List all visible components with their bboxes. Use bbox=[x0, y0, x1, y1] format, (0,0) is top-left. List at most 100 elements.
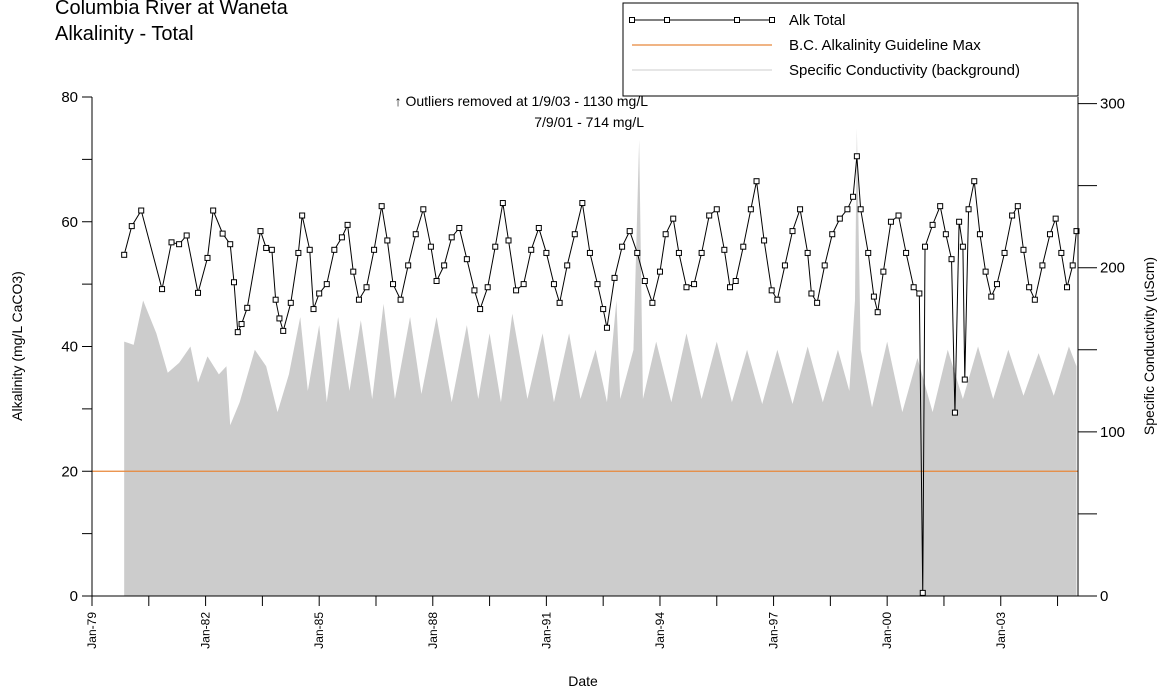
legend-marker bbox=[664, 17, 670, 23]
alk-marker bbox=[219, 230, 226, 237]
alk-marker bbox=[993, 281, 1000, 288]
alk-marker bbox=[727, 284, 734, 291]
alk-marker bbox=[350, 268, 357, 275]
alk-marker bbox=[675, 249, 682, 256]
alk-marker bbox=[740, 243, 747, 250]
alk-marker bbox=[338, 234, 345, 241]
alk-marker bbox=[670, 215, 677, 222]
alk-marker bbox=[520, 281, 527, 288]
alk-marker bbox=[713, 206, 720, 213]
x-tick-label: Jan-94 bbox=[653, 612, 667, 649]
alk-marker bbox=[761, 237, 768, 244]
alk-marker bbox=[988, 293, 995, 300]
alk-marker bbox=[456, 224, 463, 231]
alk-marker bbox=[477, 306, 484, 313]
alk-marker bbox=[355, 296, 362, 303]
alk-marker bbox=[306, 246, 313, 253]
conductivity-area bbox=[124, 128, 1077, 596]
alk-marker bbox=[390, 281, 397, 288]
alk-marker bbox=[543, 249, 550, 256]
alk-marker bbox=[528, 246, 535, 253]
alk-marker bbox=[420, 206, 427, 213]
alk-marker bbox=[850, 193, 857, 200]
alk-marker bbox=[626, 228, 633, 235]
alk-marker bbox=[1001, 249, 1008, 256]
legend-marker bbox=[769, 17, 775, 23]
alk-marker bbox=[344, 221, 351, 228]
alk-marker bbox=[1031, 296, 1038, 303]
alk-marker bbox=[1052, 215, 1059, 222]
alk-marker bbox=[959, 243, 966, 250]
alk-marker bbox=[505, 237, 512, 244]
y2-tick-label: 200 bbox=[1100, 260, 1125, 277]
alk-marker bbox=[732, 278, 739, 285]
chart-subtitle: Alkalinity - Total bbox=[55, 23, 194, 45]
alk-marker bbox=[1069, 262, 1076, 269]
alk-marker bbox=[634, 249, 641, 256]
alk-marker bbox=[948, 256, 955, 263]
alk-marker bbox=[706, 212, 713, 219]
x-tick-label: Jan-03 bbox=[994, 612, 1008, 649]
alk-marker bbox=[227, 241, 234, 248]
alk-marker bbox=[965, 206, 972, 213]
y-tick-label: 20 bbox=[61, 463, 78, 480]
x-tick-label: Jan-82 bbox=[199, 612, 213, 649]
alk-marker bbox=[721, 246, 728, 253]
legend-label: B.C. Alkalinity Guideline Max bbox=[789, 37, 981, 54]
alk-marker bbox=[768, 287, 775, 294]
alk-marker bbox=[471, 287, 478, 294]
x-tick-label: Jan-00 bbox=[880, 612, 894, 649]
alk-marker bbox=[961, 376, 968, 383]
alk-marker bbox=[121, 251, 128, 258]
y-tick-label: 80 bbox=[61, 89, 78, 106]
alk-marker bbox=[230, 279, 237, 286]
alk-marker bbox=[168, 239, 175, 246]
alk-marker bbox=[564, 262, 571, 269]
alk-marker bbox=[781, 262, 788, 269]
alk-marker bbox=[463, 256, 470, 263]
legend-label: Specific Conductivity (background) bbox=[789, 62, 1020, 79]
alk-marker bbox=[747, 206, 754, 213]
legend-marker bbox=[629, 17, 635, 23]
alk-marker bbox=[550, 281, 557, 288]
alk-marker bbox=[268, 246, 275, 253]
alk-marker bbox=[844, 206, 851, 213]
alk-marker bbox=[1073, 228, 1080, 235]
alk-marker bbox=[789, 228, 796, 235]
alk-marker bbox=[371, 246, 378, 253]
alk-marker bbox=[1058, 249, 1065, 256]
alk-marker bbox=[804, 249, 811, 256]
alk-marker bbox=[903, 249, 910, 256]
alk-marker bbox=[405, 262, 412, 269]
alk-marker bbox=[384, 237, 391, 244]
alk-marker bbox=[910, 284, 917, 291]
alk-marker bbox=[492, 243, 499, 250]
alk-marker bbox=[797, 206, 804, 213]
alk-marker bbox=[513, 287, 520, 294]
alk-marker bbox=[870, 293, 877, 300]
alk-marker bbox=[586, 249, 593, 256]
alk-marker bbox=[887, 218, 894, 225]
y2-axis-label: Specific Conductivity (uScm) bbox=[1141, 257, 1157, 435]
y-tick-label: 0 bbox=[70, 588, 78, 605]
alk-marker bbox=[895, 212, 902, 219]
alk-marker bbox=[662, 231, 669, 238]
alk-marker bbox=[691, 281, 698, 288]
alk-marker bbox=[937, 203, 944, 210]
alk-marker bbox=[611, 274, 618, 281]
alk-marker bbox=[603, 324, 610, 331]
x-tick-label: Jan-91 bbox=[539, 612, 553, 649]
alk-marker bbox=[1020, 246, 1027, 253]
y-tick-label: 40 bbox=[61, 339, 78, 356]
y-axis-label: Alkalinity (mg/L CaCO3) bbox=[9, 271, 25, 421]
alk-marker bbox=[331, 246, 338, 253]
alk-marker bbox=[683, 284, 690, 291]
alk-marker bbox=[808, 290, 815, 297]
x-axis-label: Date bbox=[568, 673, 598, 689]
alk-marker bbox=[316, 290, 323, 297]
legend-label: Alk Total bbox=[789, 12, 845, 29]
alk-marker bbox=[412, 231, 419, 238]
alk-marker bbox=[1026, 284, 1033, 291]
alk-marker bbox=[441, 262, 448, 269]
